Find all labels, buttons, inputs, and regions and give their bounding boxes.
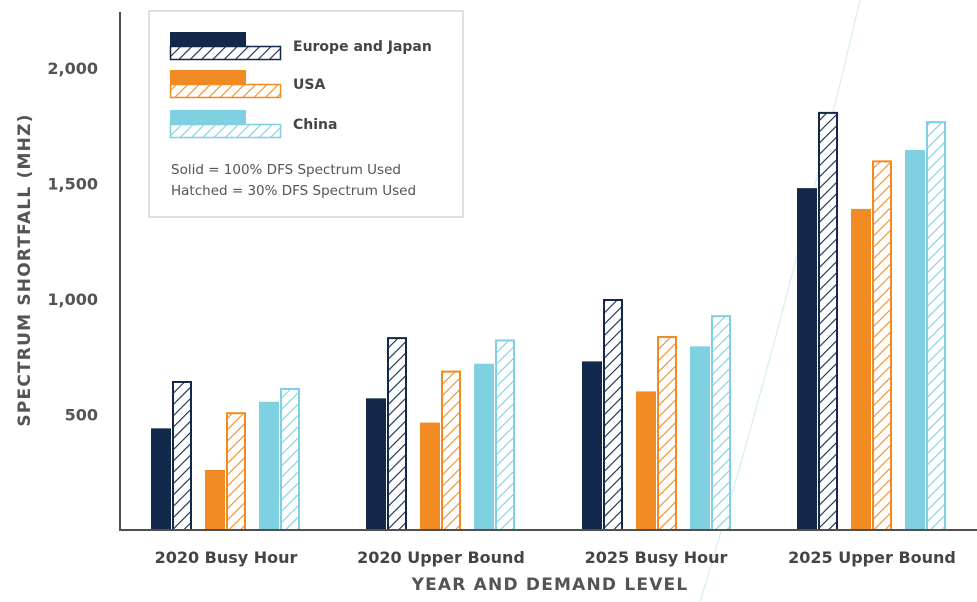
bar: [259, 401, 279, 530]
legend-note-solid: Solid = 100% DFS Spectrum Used: [171, 162, 401, 178]
bar: [172, 381, 192, 531]
bar: [366, 398, 386, 530]
bar: [420, 422, 440, 530]
bar: [205, 469, 225, 530]
legend-swatch-hatched: [169, 123, 282, 139]
legend-label: Europe and Japan: [293, 39, 432, 55]
legend-swatch-hatched: [169, 83, 282, 99]
y-tick-label: 2,000: [47, 59, 98, 78]
y-tick-label: 1,000: [47, 290, 98, 309]
bar-group: [797, 111, 946, 531]
legend-entry: China: [169, 110, 337, 139]
y-axis-title: SPECTRUM SHORTFALL (MHZ): [15, 113, 35, 426]
bars-group: [151, 111, 946, 532]
legend-label: China: [293, 117, 337, 133]
x-tick-label: 2025 Upper Bound: [788, 548, 956, 567]
bar: [905, 150, 925, 530]
bar: [387, 337, 407, 531]
bar: [657, 335, 677, 531]
bar: [872, 160, 892, 531]
legend-swatch-solid: [170, 32, 246, 46]
bar: [280, 387, 300, 531]
bar-group: [366, 337, 515, 531]
legend-swatch-hatched: [169, 45, 282, 61]
bar: [636, 391, 656, 530]
legend-entry: USA: [169, 70, 325, 99]
y-tick-label: 500: [65, 406, 98, 425]
bar: [151, 428, 171, 530]
bar: [711, 315, 731, 532]
legend-note-hatched: Hatched = 30% DFS Spectrum Used: [171, 183, 416, 199]
bar-group: [151, 381, 300, 531]
x-tick-label: 2020 Upper Bound: [357, 548, 525, 567]
bar: [495, 339, 515, 531]
bar: [690, 346, 710, 530]
y-axis-ticks: 500 1,000 1,500 2,000: [47, 59, 98, 425]
bar: [603, 299, 623, 531]
bar: [474, 363, 494, 530]
x-tick-label: 2025 Busy Hour: [585, 548, 728, 567]
legend-label: USA: [293, 77, 325, 93]
bar: [797, 188, 817, 530]
bar: [926, 121, 946, 531]
y-tick-label: 1,500: [47, 175, 98, 194]
x-axis-title: YEAR AND DEMAND LEVEL: [411, 575, 689, 595]
legend-swatch-solid: [170, 110, 246, 124]
bar: [226, 412, 246, 531]
legend-swatch-solid: [170, 70, 246, 84]
bar: [441, 370, 461, 531]
legend-entry: Europe and Japan: [169, 32, 432, 61]
x-axis-category-labels: 2020 Busy Hour 2020 Upper Bound 2025 Busy …: [155, 548, 956, 567]
x-tick-label: 2020 Busy Hour: [155, 548, 298, 567]
bar: [582, 361, 602, 530]
legend: Europe and Japan USA China Solid = 100% DF…: [148, 10, 464, 218]
bar-group: [582, 299, 731, 532]
bar: [818, 111, 838, 531]
bar: [851, 208, 871, 530]
